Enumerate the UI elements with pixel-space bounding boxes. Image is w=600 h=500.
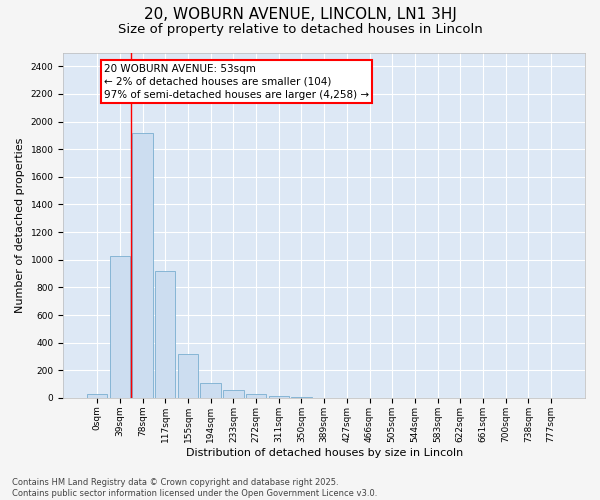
- Text: Size of property relative to detached houses in Lincoln: Size of property relative to detached ho…: [118, 22, 482, 36]
- Text: Contains HM Land Registry data © Crown copyright and database right 2025.
Contai: Contains HM Land Registry data © Crown c…: [12, 478, 377, 498]
- Bar: [223, 390, 244, 398]
- Bar: [110, 256, 130, 398]
- Bar: [269, 396, 289, 398]
- Bar: [291, 397, 311, 398]
- Bar: [246, 394, 266, 398]
- Y-axis label: Number of detached properties: Number of detached properties: [15, 138, 25, 313]
- X-axis label: Distribution of detached houses by size in Lincoln: Distribution of detached houses by size …: [185, 448, 463, 458]
- Bar: [87, 394, 107, 398]
- Bar: [155, 271, 175, 398]
- Bar: [133, 132, 153, 398]
- Text: 20 WOBURN AVENUE: 53sqm
← 2% of detached houses are smaller (104)
97% of semi-de: 20 WOBURN AVENUE: 53sqm ← 2% of detached…: [104, 64, 369, 100]
- Text: 20, WOBURN AVENUE, LINCOLN, LN1 3HJ: 20, WOBURN AVENUE, LINCOLN, LN1 3HJ: [143, 8, 457, 22]
- Bar: [178, 354, 198, 398]
- Bar: [200, 382, 221, 398]
